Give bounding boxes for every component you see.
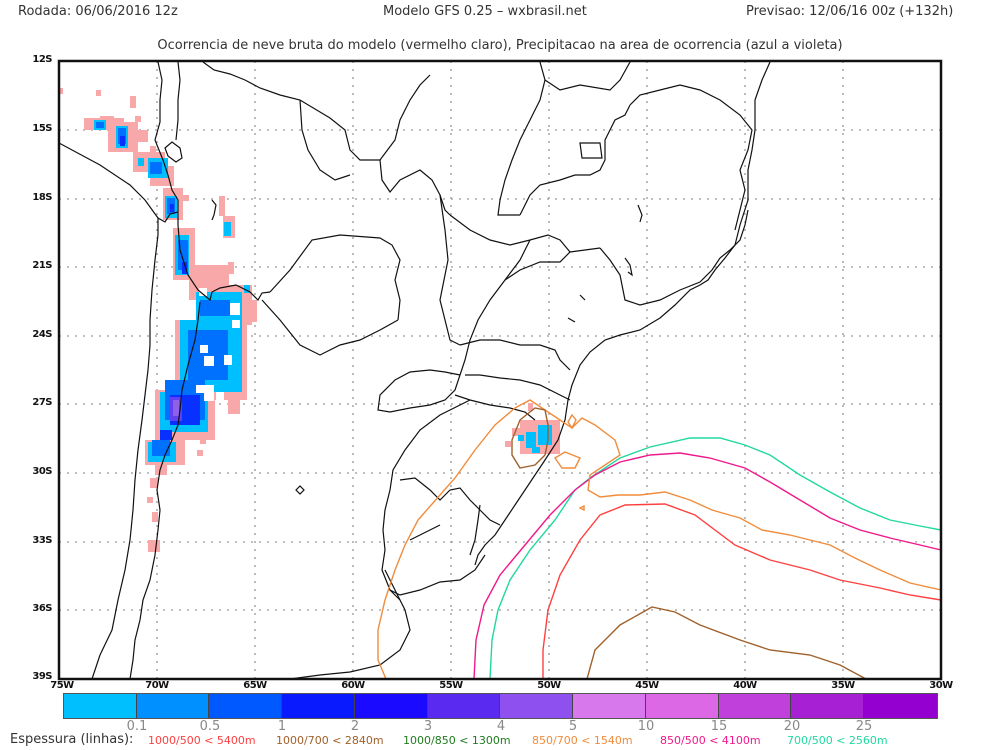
lon-label: 55W (439, 680, 463, 691)
colorbar-tick: 4 (496, 719, 506, 734)
colorbar-segment (791, 694, 864, 718)
run-time-label: Rodada: 06/06/2016 12z (18, 4, 178, 19)
colorbar-tick: 0.1 (126, 719, 148, 734)
model-label: Modelo GFS 0.25 – wxbrasil.net (383, 4, 587, 19)
lon-label: 70W (145, 680, 169, 691)
colorbar-segment (719, 694, 791, 718)
lat-label: 39S (32, 671, 52, 682)
lat-label: 21S (32, 260, 52, 271)
legend-item-1000-850: 1000/850 < 1300m (403, 734, 511, 747)
lon-label: 65W (243, 680, 267, 691)
legend-title: Espessura (linhas): (10, 732, 134, 747)
country-borders (59, 61, 771, 679)
colorbar-segment (209, 694, 282, 718)
lon-label: 35W (831, 680, 855, 691)
colorbar-tick: 20 (783, 719, 801, 734)
colorbar-tick: 5 (568, 719, 578, 734)
colorbar-segment (428, 694, 500, 718)
colorbar-tick: 15 (710, 719, 728, 734)
lon-label: 75W (50, 680, 74, 691)
colorbar-segment (64, 694, 137, 718)
colorbar-segment (137, 694, 209, 718)
lat-label: 12S (32, 54, 52, 65)
legend-item-850-700: 850/700 < 1540m (532, 734, 633, 747)
precip-colorbar (63, 693, 938, 719)
colorbar-tick: 10 (637, 719, 655, 734)
colorbar-tick: 1 (277, 719, 287, 734)
legend-item-1000-700: 1000/700 < 2840m (276, 734, 384, 747)
lat-label: 27S (32, 397, 52, 408)
lon-label: 50W (537, 680, 561, 691)
lat-label: 33S (32, 535, 52, 546)
lat-label: 30S (32, 466, 52, 477)
forecast-time-label: Previsao: 12/06/16 00z (+132h) (746, 4, 954, 19)
lon-label: 40W (733, 680, 757, 691)
colorbar-segment (864, 694, 937, 718)
lat-label: 24S (32, 329, 52, 340)
colorbar-tick: 2 (350, 719, 360, 734)
colorbar-tick: 25 (855, 719, 873, 734)
legend-item-700-500: 700/500 < 2560m (787, 734, 888, 747)
colorbar-segment (355, 694, 428, 718)
thickness-legend: Espessura (linhas): 1000/500 < 5400m 100… (0, 732, 1000, 749)
colorbar-tick: 3 (423, 719, 433, 734)
legend-item-850-500: 850/500 < 4100m (660, 734, 761, 747)
lon-label: 45W (635, 680, 659, 691)
colorbar-segment (573, 694, 646, 718)
thickness-contours (377, 399, 941, 679)
colorbar-segment (500, 694, 573, 718)
lon-label: 30W (929, 680, 953, 691)
lat-label: 36S (32, 603, 52, 614)
snow-precip-andes (59, 88, 257, 552)
map-subtitle: Ocorrencia de neve bruta do modelo (verm… (157, 38, 843, 53)
lat-label: 15S (32, 123, 52, 134)
map-frame (57, 59, 943, 681)
colorbar-segment (646, 694, 719, 718)
colorbar-tick: 0.5 (199, 719, 221, 734)
legend-item-1000-500: 1000/500 < 5400m (148, 734, 256, 747)
lon-label: 60W (341, 680, 365, 691)
lat-label: 18S (32, 192, 52, 203)
colorbar-segment (282, 694, 355, 718)
